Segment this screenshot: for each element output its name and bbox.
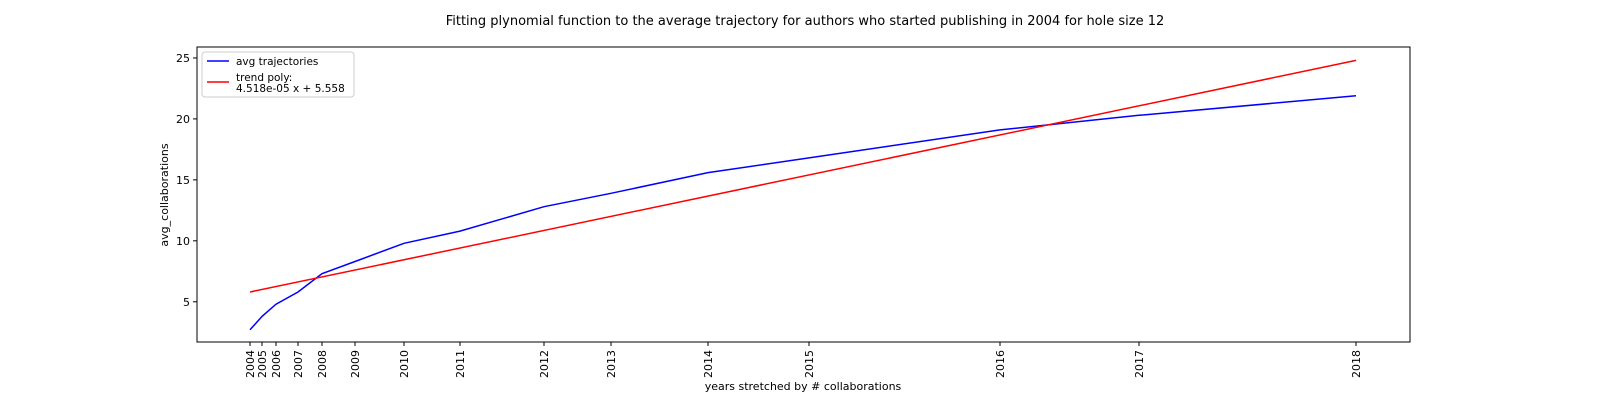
x-tick-label: 2009 xyxy=(349,350,362,378)
x-tick-label: 2014 xyxy=(702,350,715,378)
x-tick-label: 2010 xyxy=(398,350,411,378)
series-line-1 xyxy=(249,59,1357,293)
x-tick-label: 2004 xyxy=(244,350,257,378)
series-line-0 xyxy=(249,95,1357,331)
x-tick-label: 2016 xyxy=(994,350,1007,378)
x-axis: 2004 2005 2006 2007 2008 2009 2010 2011 2012 2013… xyxy=(244,342,1363,378)
y-tick-label: 5 xyxy=(183,296,190,309)
x-tick-label: 2007 xyxy=(292,350,305,378)
y-tick-label: 25 xyxy=(176,52,190,65)
chart-title: Fitting plynomial function to the averag… xyxy=(446,14,1165,29)
x-tick-label: 2011 xyxy=(454,350,467,378)
x-tick-label: 2017 xyxy=(1133,350,1146,378)
x-tick-label: 2005 xyxy=(256,350,269,378)
legend: avg trajectories trend poly: 4.518e-05 x +… xyxy=(201,51,355,98)
legend-box xyxy=(201,51,355,98)
x-tick-label: 2012 xyxy=(538,350,551,378)
legend-label-0: avg trajectories xyxy=(236,56,318,68)
y-axis-label: avg_collaborations xyxy=(158,143,171,246)
legend-label-1: trend poly: 4.518e-05 x + 5.558 xyxy=(236,72,345,95)
x-tick-label: 2008 xyxy=(316,350,329,378)
x-tick-label: 2015 xyxy=(803,350,816,378)
x-tick-label: 2018 xyxy=(1350,350,1363,378)
x-tick-label: 2006 xyxy=(270,350,283,378)
y-tick-label: 10 xyxy=(176,235,190,248)
plot-area xyxy=(196,46,1411,343)
y-tick-label: 15 xyxy=(176,174,190,187)
x-tick-label: 2013 xyxy=(605,350,618,378)
y-tick-label: 20 xyxy=(176,113,190,126)
x-axis-label: years stretched by # collaborations xyxy=(705,380,902,393)
y-axis: 5 10 15 20 25 xyxy=(176,52,197,309)
series-lines xyxy=(249,59,1357,331)
